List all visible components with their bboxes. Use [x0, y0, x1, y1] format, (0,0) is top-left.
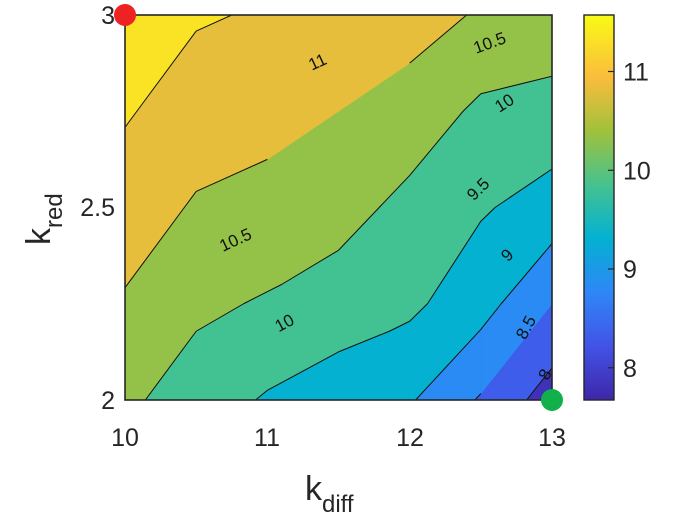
y-axis-label: kred [20, 193, 68, 245]
start-marker [114, 4, 136, 26]
y-tick-label: 3 [101, 2, 115, 30]
contour-line [125, 15, 232, 128]
x-axis-label: kdiff [305, 470, 354, 518]
x-tick-label: 11 [254, 424, 280, 452]
x-tick-label: 12 [396, 424, 424, 452]
contour-line [415, 243, 552, 400]
contour-band [125, 15, 197, 112]
colorbar-tick-label: 8 [623, 355, 637, 383]
colorbar [583, 14, 615, 401]
contour-band [195, 15, 268, 113]
contour-band [409, 15, 482, 113]
contour-line [125, 15, 467, 289]
contour-line [526, 367, 552, 400]
y-tick-label: 2 [101, 387, 115, 415]
plot-frame [124, 14, 553, 401]
contour-band [338, 15, 411, 113]
contour-line [255, 168, 552, 400]
x-tick-label: 13 [538, 424, 566, 452]
end-marker [541, 389, 563, 411]
contour-line [144, 75, 552, 400]
colorbar-tick-label: 10 [623, 157, 651, 185]
colorbar-tick-label: 11 [623, 59, 649, 87]
contour-band [266, 15, 339, 113]
contour-line [474, 393, 482, 400]
y-tick-label: 2.5 [80, 194, 115, 222]
colorbar-tick-label: 9 [623, 256, 637, 284]
x-tick-label: 10 [111, 424, 139, 452]
